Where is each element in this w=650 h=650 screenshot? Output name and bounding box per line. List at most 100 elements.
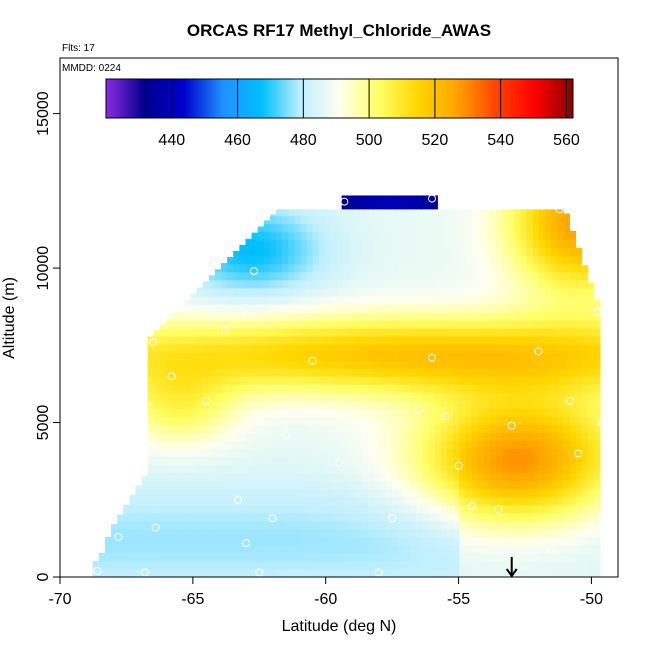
arrow-head — [505, 568, 518, 578]
heatmap-cell — [392, 400, 399, 409]
heatmap-cell — [593, 336, 601, 345]
heatmap-cell — [306, 416, 314, 425]
heatmap-cell — [593, 408, 601, 417]
heatmap-cell — [196, 528, 204, 538]
heatmap-cell — [184, 488, 192, 498]
heatmap-cell — [398, 223, 405, 233]
heatmap-cell — [404, 328, 412, 337]
heatmap-cell — [398, 231, 405, 241]
plot-frame — [59, 57, 619, 578]
heatmap-cell — [312, 384, 320, 393]
heatmap-cell — [416, 311, 424, 321]
heatmap-cell — [483, 328, 491, 337]
heatmap-cell — [306, 209, 314, 217]
heatmap-cell — [202, 456, 210, 466]
heatmap-cell — [551, 215, 558, 225]
heatmap-cell — [318, 344, 326, 353]
heatmap-cell — [422, 311, 430, 321]
heatmap-cell — [453, 231, 460, 241]
heatmap-cell — [477, 239, 485, 249]
heatmap-cell — [141, 488, 149, 498]
heatmap-cell — [477, 400, 485, 409]
heatmap-cell — [221, 464, 228, 474]
heatmap-cell — [557, 223, 564, 233]
heatmap-cell — [282, 303, 289, 313]
heatmap-cell — [575, 376, 583, 385]
heatmap-cell — [196, 488, 204, 498]
heatmap-cell — [538, 223, 546, 233]
heatmap-cell — [251, 336, 259, 345]
heatmap-cell — [489, 223, 497, 233]
heatmap-cell — [282, 472, 289, 482]
heatmap-cell — [208, 328, 216, 337]
heatmap-cell — [459, 376, 467, 385]
heatmap-cell — [355, 384, 363, 393]
heatmap-cell — [337, 536, 344, 546]
heatmap-cell — [453, 247, 460, 257]
heatmap-cell — [502, 544, 509, 554]
heatmap-cell — [447, 247, 454, 257]
heatmap-cell — [593, 352, 601, 361]
heatmap-cell — [410, 392, 418, 401]
heatmap-cell — [514, 536, 522, 546]
heatmap-cell — [318, 231, 326, 241]
heatmap-cell — [269, 496, 277, 506]
heatmap-cell — [563, 528, 570, 538]
heatmap-cell — [422, 544, 430, 554]
heatmap-cell — [398, 352, 405, 361]
heatmap-cell — [373, 287, 381, 297]
heatmap-cell — [575, 311, 583, 321]
heatmap-cell — [483, 360, 491, 369]
sample-point — [335, 458, 343, 467]
heatmap-cell — [453, 520, 460, 530]
heatmap-cell — [392, 424, 399, 434]
heatmap-cell — [202, 528, 210, 538]
heatmap-cell — [166, 568, 173, 577]
heatmap-cell — [514, 311, 522, 321]
heatmap-cell — [447, 215, 454, 225]
heatmap-cell — [489, 560, 497, 570]
heatmap-cell — [453, 303, 460, 313]
heatmap-cell — [526, 215, 534, 225]
heatmap-cell — [551, 295, 558, 305]
heatmap-cell — [477, 512, 485, 522]
heatmap-cell — [367, 472, 375, 482]
heatmap-cell — [159, 488, 167, 498]
heatmap-cell — [422, 360, 430, 369]
heatmap-cell — [288, 512, 295, 522]
heatmap-cell — [434, 552, 442, 562]
heatmap-cell — [221, 384, 228, 393]
heatmap-cell — [441, 432, 448, 442]
heatmap-cell — [184, 440, 192, 450]
heatmap-cell — [251, 392, 259, 401]
heatmap-cell — [441, 328, 448, 337]
heatmap-cell — [514, 368, 522, 377]
heatmap-cell — [386, 560, 393, 570]
y-axis-label: Altitude (m) — [1, 277, 18, 359]
heatmap-cell — [465, 552, 473, 562]
heatmap-cell — [587, 311, 595, 321]
heatmap-cell — [221, 352, 228, 361]
colorbar-tick-label: 480 — [290, 132, 317, 149]
heatmap-cell — [496, 416, 503, 425]
heatmap-cell — [483, 528, 491, 538]
heatmap-cell — [349, 416, 357, 425]
heatmap-cell — [471, 360, 479, 369]
heatmap-cell — [166, 352, 173, 361]
heatmap-cell — [239, 319, 247, 329]
heatmap-cell — [331, 328, 338, 337]
heatmap-cell — [263, 528, 271, 538]
heatmap-cell — [300, 528, 308, 538]
heatmap-cell — [465, 392, 473, 401]
heatmap-cell — [196, 520, 204, 530]
sample-point — [388, 514, 397, 523]
heatmap-cell — [245, 472, 253, 482]
heatmap-cell — [428, 295, 436, 305]
heatmap-cell — [269, 352, 277, 361]
heatmap-cell — [276, 560, 283, 570]
heatmap-cell — [447, 239, 454, 249]
heatmap-cell — [471, 311, 479, 321]
heatmap-cell — [453, 360, 460, 369]
heatmap-cell — [239, 448, 247, 458]
heatmap-cell — [569, 432, 577, 442]
